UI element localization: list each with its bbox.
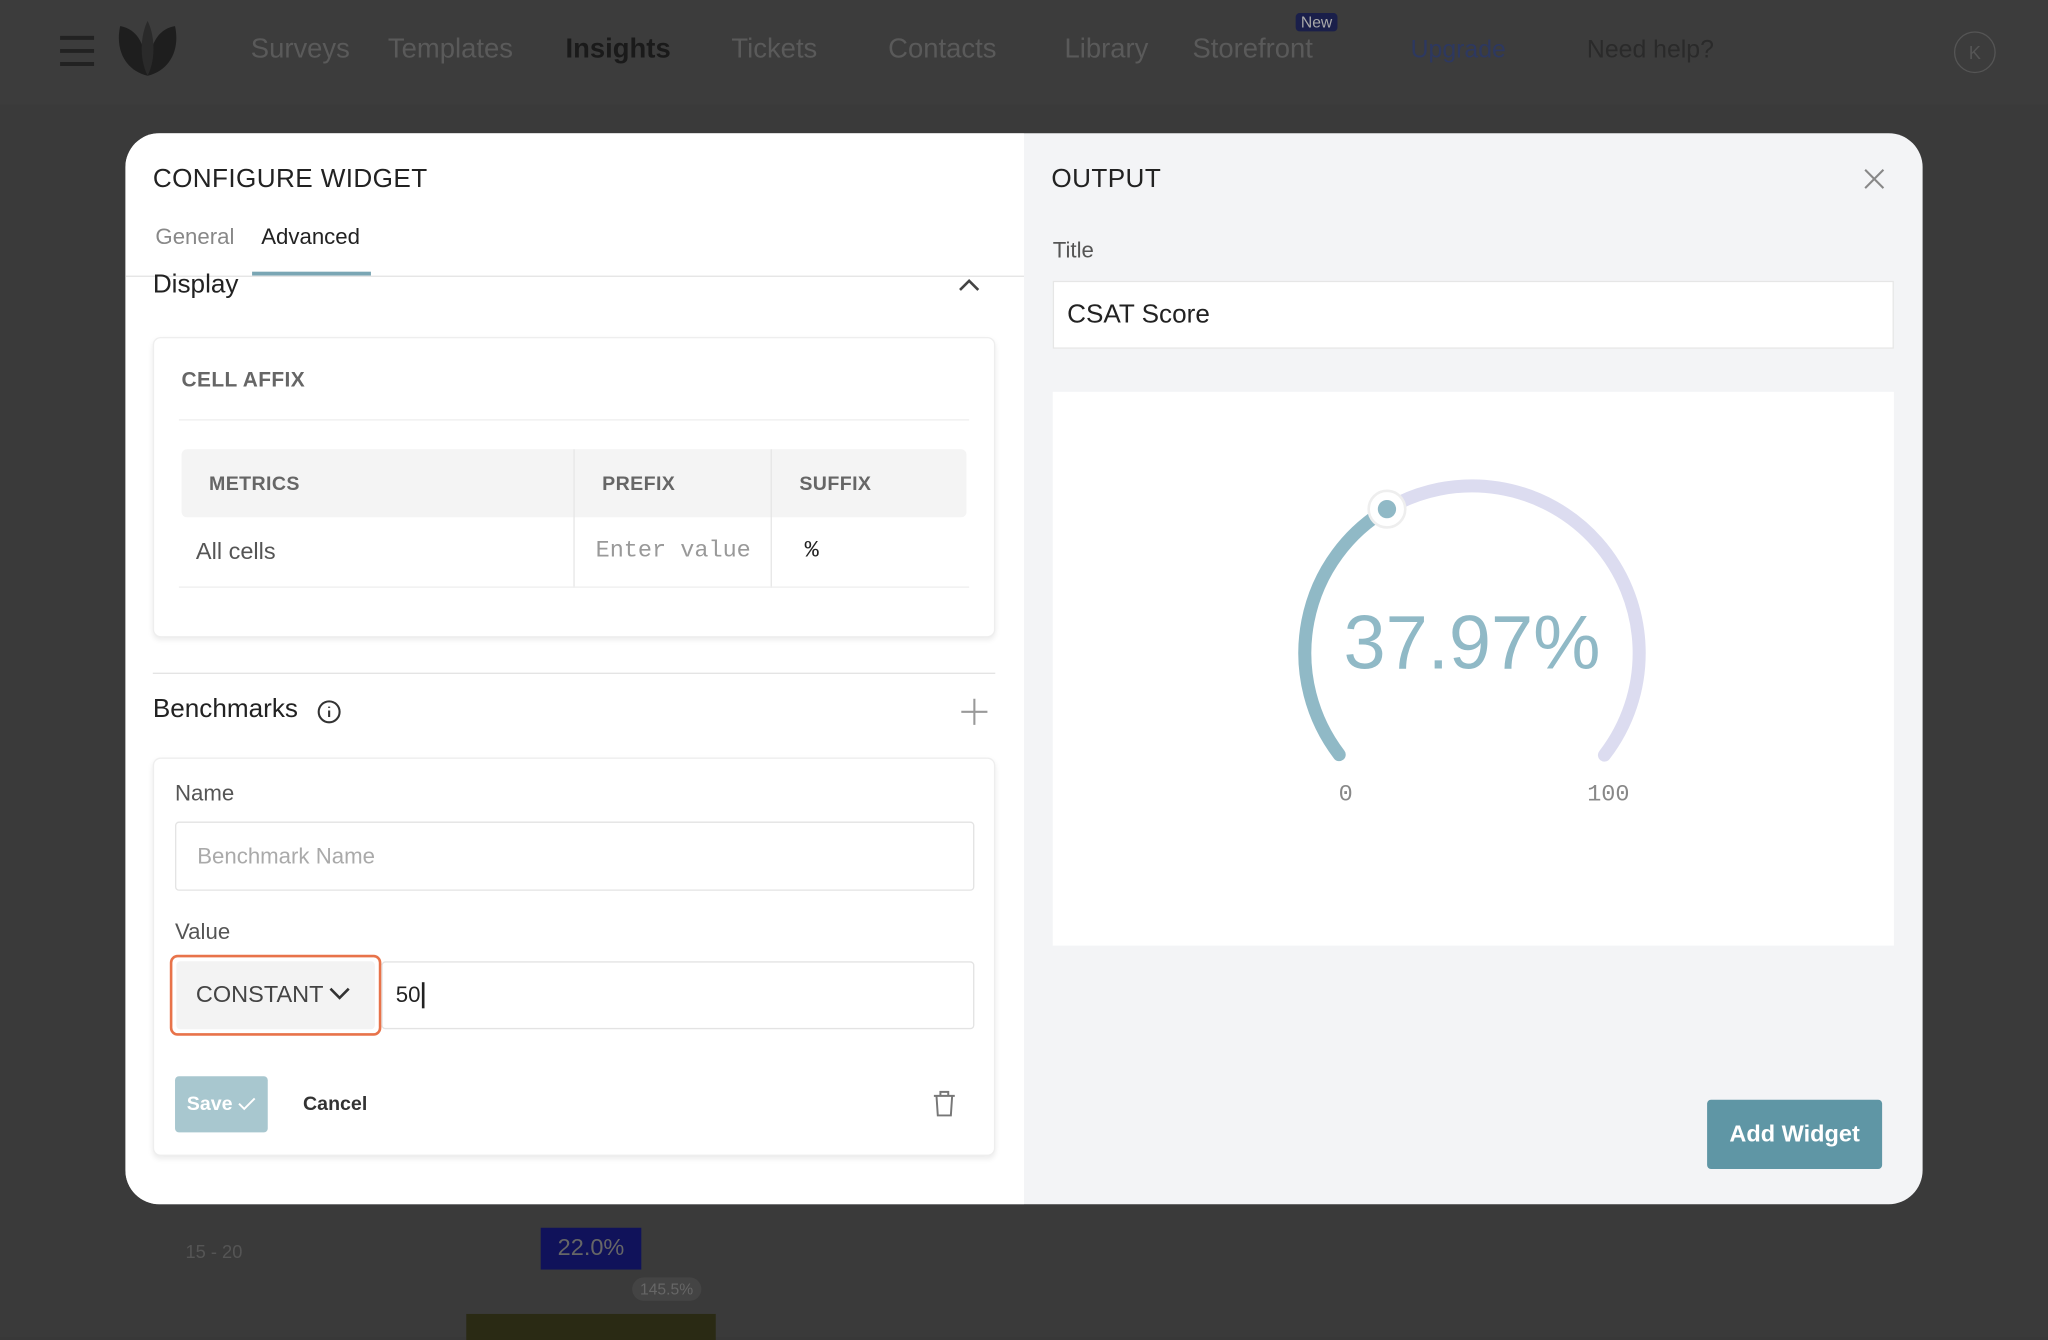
placeholder: Benchmark Name — [197, 843, 375, 869]
field-label: Name — [175, 781, 235, 806]
chevron — [329, 987, 350, 1000]
card-heading: CELL AFFIX — [181, 369, 306, 392]
tab[interactable]: Advanced — [261, 224, 360, 250]
gauge-max-label: 100 — [1587, 782, 1629, 809]
prefix-input[interactable]: Enter value — [595, 538, 751, 565]
divider — [178, 586, 970, 588]
nav-item[interactable]: Contacts — [888, 33, 997, 64]
gauge: 37.97% 0 100 — [1298, 479, 1646, 809]
cancel-button[interactable]: Cancel — [303, 1093, 368, 1116]
check-icon — [238, 1097, 256, 1111]
title-input[interactable] — [1052, 280, 1894, 349]
gauge-knob-dot — [1377, 499, 1397, 519]
button-label: Save — [186, 1093, 233, 1116]
nav-item[interactable]: Surveys — [250, 33, 350, 64]
input-value: CSAT Score — [1067, 300, 1210, 330]
gauge-value-arc — [1298, 502, 1394, 762]
tab[interactable]: General — [155, 224, 235, 250]
nav-item[interactable]: Tickets — [731, 33, 818, 64]
info-icon[interactable] — [316, 699, 342, 725]
select-value: CONSTANT — [195, 980, 324, 1008]
bg-label: 15 - 20 — [185, 1240, 243, 1262]
menu-icon[interactable] — [57, 34, 96, 68]
gauge-min-label: 0 — [1339, 782, 1353, 809]
gauge-value-label: 37.97% — [1344, 601, 1601, 686]
divider — [152, 672, 996, 674]
delete-icon[interactable] — [933, 1090, 957, 1117]
collapse-icon[interactable] — [957, 277, 981, 293]
col-divider — [573, 449, 575, 588]
bg-label: 145.5% — [632, 1277, 701, 1301]
column-header: PREFIX — [602, 472, 676, 496]
column-header: SUFFIX — [799, 472, 872, 496]
nav-bar — [0, 0, 2048, 105]
suffix-input[interactable]: % — [804, 538, 819, 565]
section-heading: Display — [152, 270, 239, 300]
nav-item[interactable]: Storefront — [1192, 33, 1313, 64]
logo[interactable] — [112, 18, 183, 78]
focus-ring — [169, 954, 382, 1036]
name-input[interactable] — [175, 821, 975, 891]
button-label: Add Widget — [1729, 1120, 1860, 1147]
modal-title: CONFIGURE WIDGET — [152, 164, 428, 194]
section-heading: Benchmarks — [152, 694, 298, 724]
card — [152, 757, 996, 1156]
gauge-track — [1380, 479, 1646, 762]
column-header: METRICS — [208, 472, 300, 496]
field-label: Value — [175, 919, 231, 945]
upgrade-link[interactable]: Upgrade — [1410, 36, 1506, 64]
save-button[interactable] — [175, 1076, 268, 1133]
add-icon[interactable] — [960, 697, 989, 726]
avatar[interactable]: K — [1953, 31, 1996, 74]
help-menu[interactable]: Need help? — [1586, 36, 1714, 64]
nav-item[interactable]: Insights — [565, 33, 671, 64]
divider — [125, 275, 1024, 277]
panel-heading: OUTPUT — [1051, 164, 1162, 194]
add-widget-button[interactable] — [1707, 1099, 1883, 1169]
tab-indicator — [252, 271, 371, 276]
nav-item[interactable]: Library — [1064, 33, 1149, 64]
divider — [178, 419, 970, 421]
bg-bar — [466, 1313, 716, 1340]
input-value: 50 — [396, 982, 425, 1009]
col-divider — [770, 449, 772, 588]
cell: All cells — [195, 538, 276, 565]
close-icon[interactable] — [1863, 167, 1887, 191]
bg-bar: 22.0% — [540, 1227, 642, 1270]
new-badge: New — [1295, 13, 1338, 32]
value-input[interactable] — [381, 961, 975, 1030]
nav-item[interactable]: Templates — [387, 33, 513, 64]
field-label: Title — [1052, 237, 1094, 263]
